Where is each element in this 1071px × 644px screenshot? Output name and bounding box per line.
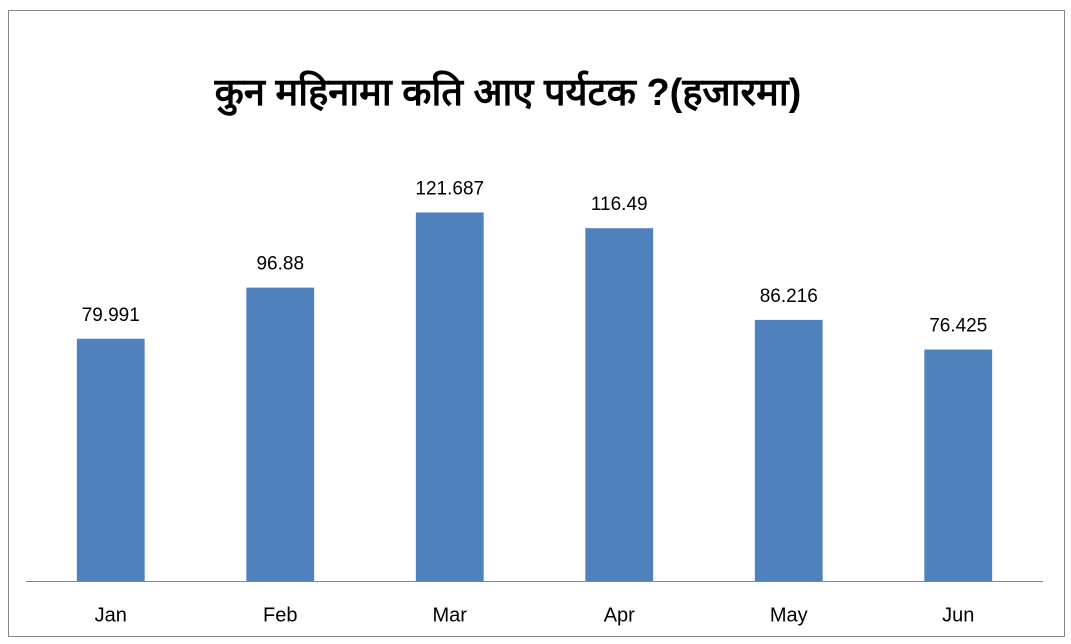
data-label: 76.425 xyxy=(929,316,987,337)
data-label: 79.991 xyxy=(82,305,140,326)
data-label: 96.88 xyxy=(256,254,304,275)
data-label: 86.216 xyxy=(760,286,818,307)
x-tick-label: Jan xyxy=(95,604,127,626)
bar xyxy=(924,349,993,581)
chart-frame xyxy=(8,10,1065,637)
bar xyxy=(585,228,654,581)
x-tick-label: Feb xyxy=(263,604,297,626)
bar xyxy=(754,319,823,581)
data-label: 116.49 xyxy=(591,194,648,215)
bar xyxy=(415,212,484,582)
x-tick-label: Mar xyxy=(433,604,468,626)
x-tick-label: Jun xyxy=(942,604,974,626)
x-tick-label: Apr xyxy=(604,604,635,626)
x-tick-label: May xyxy=(770,604,808,626)
bar xyxy=(76,338,145,581)
data-label: 121.687 xyxy=(415,178,484,199)
chart-title: कुन महिनामा कति आए पर्यटक ?(हजारमा) xyxy=(214,70,802,116)
bar xyxy=(246,287,315,581)
